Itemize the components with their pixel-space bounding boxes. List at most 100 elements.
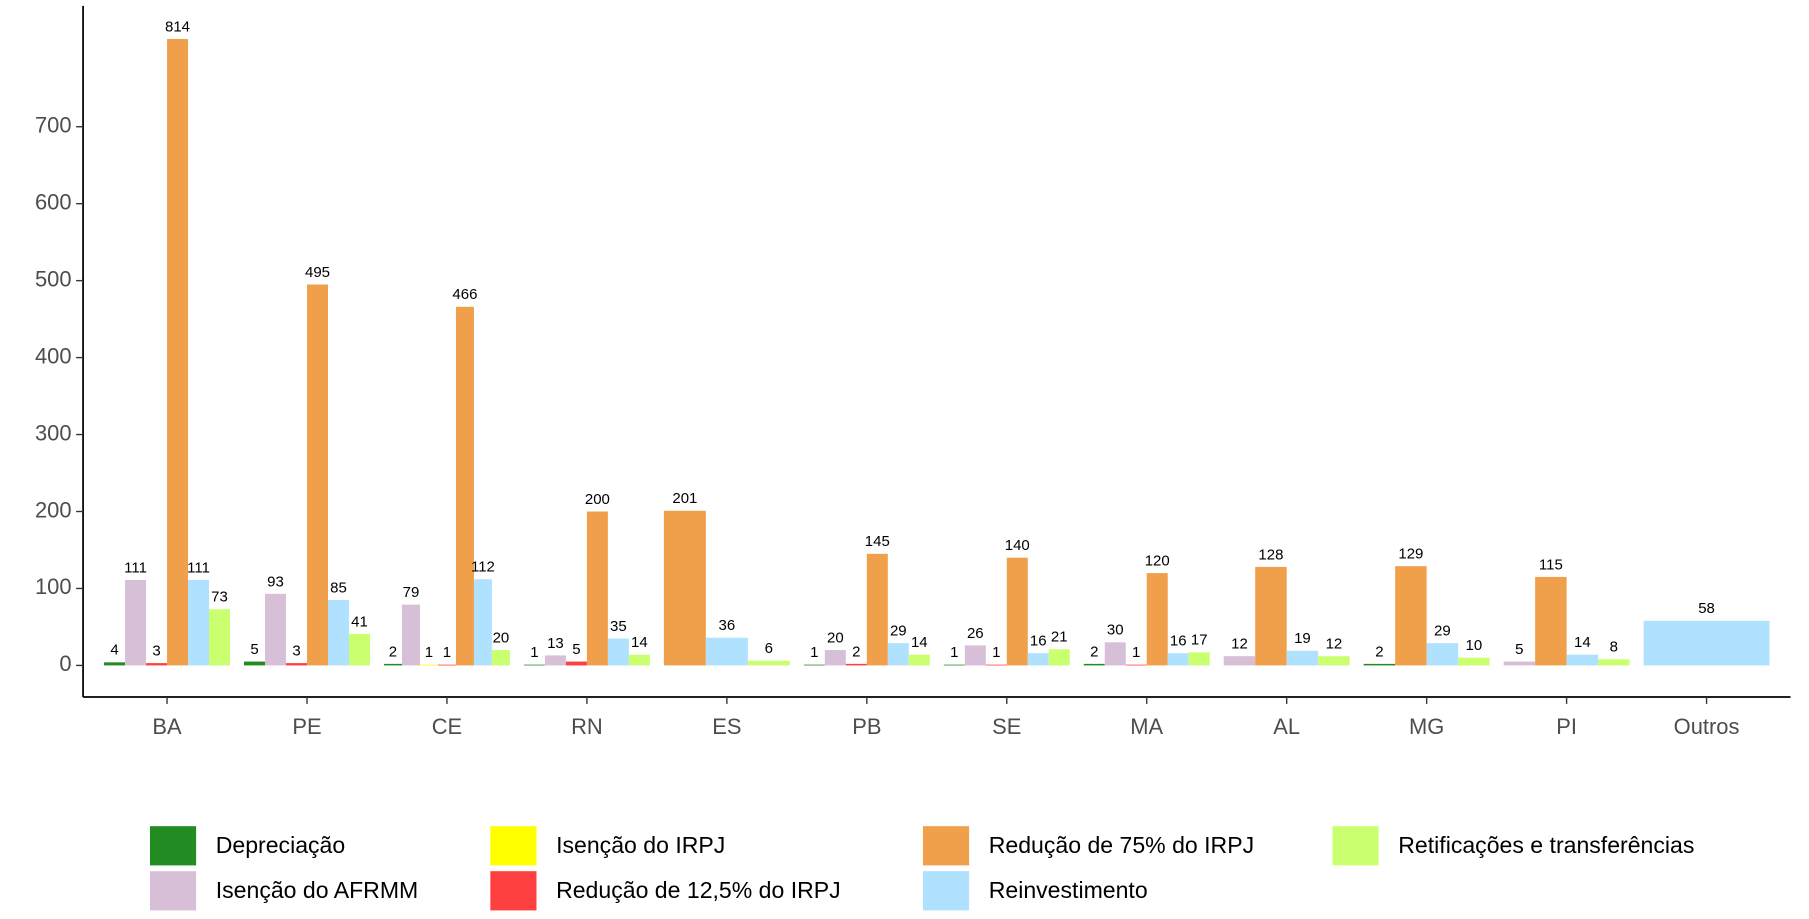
legend-label: Redução de 12,5% do IRPJ	[556, 877, 841, 903]
bar	[244, 661, 266, 666]
bar	[188, 579, 210, 666]
bar	[586, 511, 608, 666]
data-label: 3	[292, 643, 300, 660]
data-label: 30	[1107, 622, 1124, 639]
bar	[265, 593, 287, 666]
data-label: 466	[452, 286, 477, 303]
bar	[845, 663, 867, 666]
data-label: 12	[1326, 636, 1343, 653]
y-tick-label: 700	[35, 113, 72, 138]
data-label: 120	[1145, 552, 1170, 569]
data-label: 35	[610, 618, 627, 635]
x-tick-label: MG	[1409, 714, 1444, 739]
data-label: 73	[211, 589, 228, 606]
legend-key	[1332, 826, 1379, 866]
data-label: 26	[967, 625, 984, 642]
bar	[1083, 663, 1105, 666]
bar	[985, 664, 1007, 666]
bar	[1643, 620, 1770, 666]
data-label: 6	[765, 640, 773, 657]
bar	[663, 510, 706, 666]
data-label: 14	[1574, 634, 1591, 651]
bar	[607, 638, 629, 666]
y-tick-label: 600	[35, 189, 72, 214]
legend-key	[490, 871, 537, 911]
bar	[286, 663, 307, 666]
bar	[747, 660, 790, 666]
data-label: 41	[351, 613, 368, 630]
bar	[1395, 566, 1427, 666]
data-label: 20	[493, 629, 510, 646]
data-label: 13	[547, 635, 564, 652]
data-label: 17	[1191, 632, 1208, 649]
bar	[565, 661, 587, 666]
data-label: 14	[911, 634, 928, 651]
data-label: 128	[1258, 546, 1283, 563]
x-tick-label: Outros	[1674, 714, 1740, 739]
bar	[1286, 650, 1319, 666]
bar	[348, 633, 370, 666]
legend-label: Isenção do AFRMM	[216, 877, 419, 903]
data-label: 145	[865, 533, 890, 550]
legend-key	[490, 826, 537, 866]
y-tick-label: 500	[35, 266, 72, 291]
data-label: 5	[572, 641, 580, 658]
data-label: 79	[403, 584, 420, 601]
y-tick-label: 100	[35, 574, 72, 599]
data-label: 201	[672, 490, 697, 507]
bar	[803, 664, 825, 666]
bar	[401, 604, 420, 666]
data-label: 29	[1434, 623, 1451, 640]
data-label: 111	[124, 559, 147, 576]
x-tick-label: PI	[1556, 714, 1577, 739]
bar	[383, 663, 402, 666]
data-label: 2	[852, 643, 860, 660]
data-label: 12	[1231, 636, 1248, 653]
bar	[824, 650, 846, 666]
bar	[887, 643, 909, 666]
bar	[908, 654, 930, 666]
data-label: 5	[1515, 641, 1523, 658]
data-label: 21	[1051, 629, 1068, 646]
data-label: 115	[1539, 556, 1563, 573]
data-label: 2	[1090, 643, 1098, 660]
x-tick-label: SE	[992, 714, 1021, 739]
data-label: 36	[719, 617, 736, 634]
bar	[419, 664, 438, 666]
bar	[209, 609, 231, 666]
bar	[1458, 657, 1490, 666]
bar	[167, 38, 189, 666]
y-tick-label: 300	[35, 420, 72, 445]
data-label: 2	[1375, 643, 1383, 660]
legend-label: Reinvestimento	[989, 877, 1148, 903]
legend-key	[922, 826, 970, 866]
bar	[1104, 642, 1126, 666]
legend-label: Retificações e transferências	[1398, 832, 1694, 858]
data-label: 16	[1170, 633, 1187, 650]
legend-label: Redução de 75% do IRPJ	[989, 832, 1254, 858]
data-label: 1	[810, 644, 818, 661]
data-label: 129	[1398, 546, 1423, 563]
bar	[628, 654, 650, 666]
bar	[866, 553, 888, 666]
x-tick-label: PB	[852, 714, 881, 739]
bar	[125, 579, 147, 666]
bar	[1167, 653, 1189, 666]
data-label: 1	[443, 644, 451, 661]
bar	[1503, 661, 1536, 666]
bar	[455, 306, 474, 666]
legend-key	[149, 826, 197, 866]
bar	[1006, 557, 1028, 666]
data-label: 1	[1132, 644, 1140, 661]
bar	[1363, 663, 1396, 666]
data-label: 140	[1005, 537, 1030, 554]
x-tick-label: MA	[1130, 714, 1163, 739]
bar	[327, 600, 349, 666]
bar	[1566, 654, 1599, 666]
data-label: 93	[267, 573, 284, 590]
bar	[1048, 649, 1070, 666]
data-label: 19	[1294, 630, 1311, 647]
data-label: 200	[585, 491, 610, 508]
data-label: 85	[330, 579, 347, 596]
